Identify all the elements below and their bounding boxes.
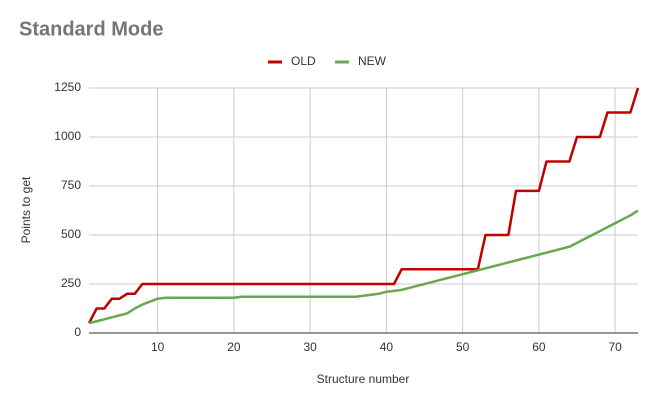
y-tick-label: 1000 <box>54 129 81 143</box>
x-axis-title: Structure number <box>317 372 410 386</box>
y-tick-label: 750 <box>61 178 81 192</box>
x-tick-label: 20 <box>227 340 241 354</box>
data-line <box>88 209 639 325</box>
y-tick-label: 500 <box>61 227 81 241</box>
legend-label: NEW <box>358 54 387 68</box>
y-tick-label: 1250 <box>54 80 81 94</box>
legend-label: OLD <box>291 54 316 68</box>
y-axis-title: Points to get <box>19 176 33 243</box>
data-line <box>87 87 640 324</box>
chart-title: Standard Mode <box>19 18 163 40</box>
x-tick-label: 70 <box>608 340 622 354</box>
x-tick-label: 40 <box>380 340 394 354</box>
y-tick-label: 250 <box>61 276 81 290</box>
x-tick-label: 60 <box>532 340 546 354</box>
x-tick-label: 10 <box>151 340 165 354</box>
x-tick-label: 30 <box>303 340 317 354</box>
y-tick-label: 0 <box>74 325 81 339</box>
x-tick-label: 50 <box>456 340 470 354</box>
